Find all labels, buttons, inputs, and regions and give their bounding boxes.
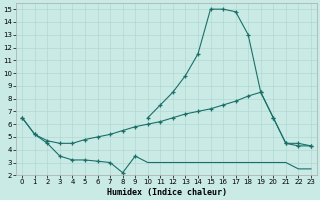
- X-axis label: Humidex (Indice chaleur): Humidex (Indice chaleur): [107, 188, 227, 197]
